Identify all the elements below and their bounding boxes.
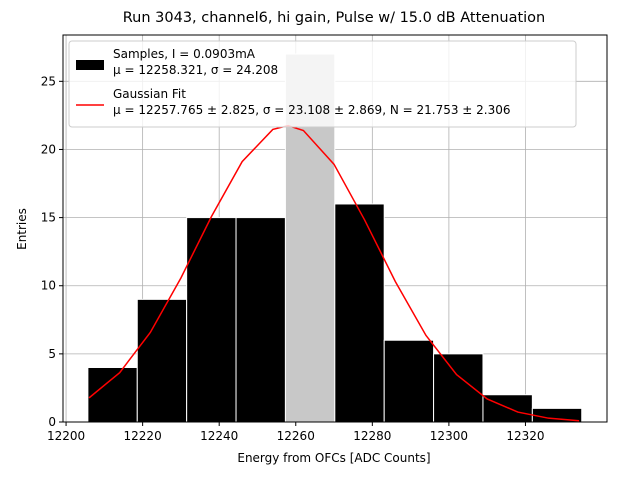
y-axis-label: Entries — [15, 208, 29, 250]
histogram-bar — [87, 366, 138, 423]
histogram-bar — [383, 339, 435, 423]
histogram-bar — [334, 203, 385, 423]
y-tick-label: 25 — [41, 74, 56, 88]
y-tick-label: 0 — [48, 415, 56, 429]
legend: Samples, I = 0.0903mA μ = 12258.321, σ = … — [68, 40, 577, 128]
x-tick-label: 12200 — [47, 429, 85, 443]
y-tick-label: 20 — [41, 142, 56, 156]
ticks: 12200 12220 12240 12260 12280 12300 12320 0 5 10 1… — [41, 74, 545, 443]
y-tick-label: 5 — [48, 347, 56, 361]
legend-stats: μ = 12258.321, σ = 24.208 — [113, 63, 278, 77]
fit-line — [88, 124, 580, 422]
x-tick-label: 12220 — [124, 429, 162, 443]
x-tick-label: 12300 — [430, 429, 468, 443]
legend-swatch — [76, 60, 104, 70]
x-tick-label: 12280 — [353, 429, 391, 443]
legend-label: Samples, I = 0.0903mA — [113, 47, 256, 61]
histogram-bar — [433, 353, 484, 423]
histogram-bar — [235, 217, 286, 423]
chart-title: Run 3043, channel6, hi gain, Pulse w/ 15… — [123, 10, 546, 26]
legend-label: Gaussian Fit — [113, 87, 186, 101]
y-tick-label: 10 — [41, 279, 56, 293]
x-tick-label: 12260 — [277, 429, 315, 443]
histogram-bar — [136, 298, 188, 423]
legend-stats: μ = 12257.765 ± 2.825, σ = 23.108 ± 2.86… — [113, 103, 511, 117]
plot-frame — [62, 34, 608, 423]
x-tick-label: 12240 — [200, 429, 238, 443]
x-tick-label: 12320 — [506, 429, 544, 443]
x-axis-label: Energy from OFCs [ADC Counts] — [237, 451, 430, 465]
y-tick-label: 15 — [41, 211, 56, 225]
histogram-bar — [186, 217, 237, 423]
legend-box — [68, 40, 577, 128]
